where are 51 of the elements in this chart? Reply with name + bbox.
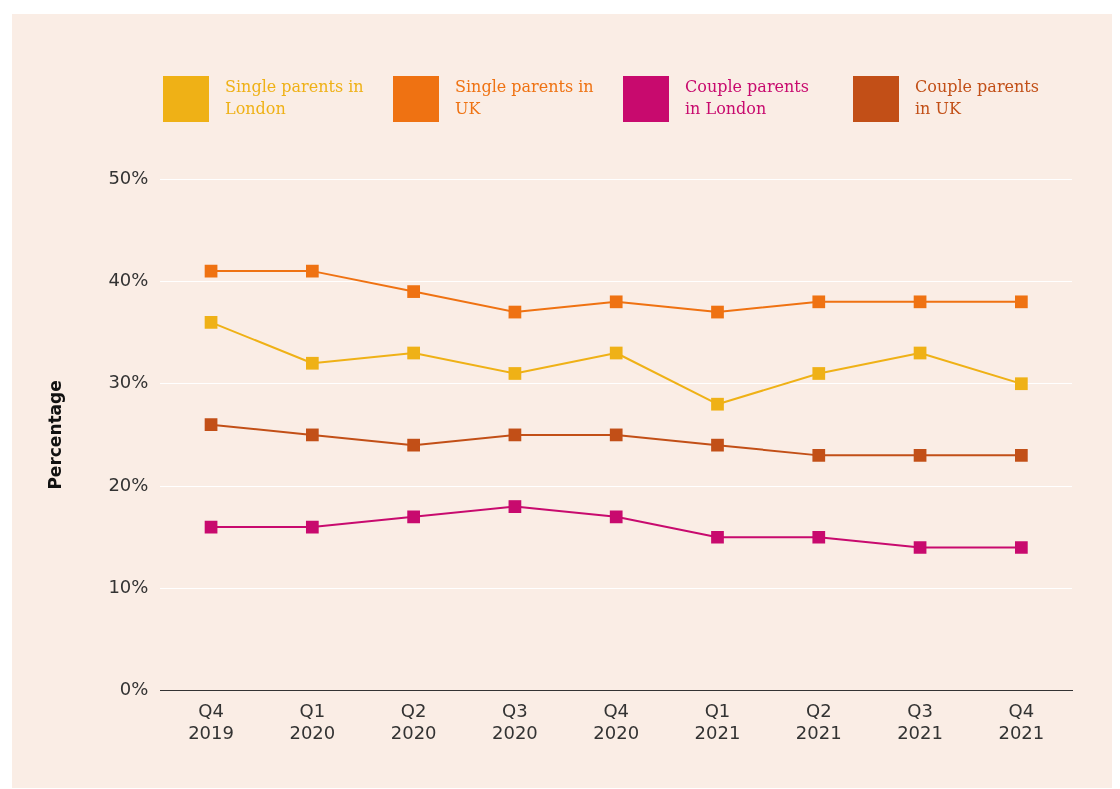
point [508,500,522,513]
y-tick-label: 30% [108,371,149,393]
y-tick-label: 40% [108,269,149,291]
point [407,346,420,360]
point [204,315,218,329]
point [1014,295,1028,309]
point [812,295,826,309]
text: Single parents in UK [455,77,594,119]
point [1014,377,1028,391]
point [711,438,724,452]
x-tick-label: Q3 2021 [897,700,943,743]
point [812,367,826,380]
point [407,438,420,452]
x-tick-label: Q1 2020 [289,700,336,743]
x-tick-label: Q2 2020 [390,700,437,743]
point [204,418,218,432]
point [305,520,319,534]
point [812,449,826,462]
text: Couple parents in UK [915,77,1039,119]
point [609,295,623,309]
point [305,428,319,442]
point [407,285,420,298]
x-tick-label: Q3 2020 [492,700,538,743]
y-tick-label: 50% [108,166,149,188]
x-tick-label: Q4 2019 [188,700,234,743]
point [1014,449,1028,462]
y-axis-title: Percentage [44,380,65,490]
x-tick-label: Q4 2021 [998,700,1045,743]
y-tick-label: 10% [108,576,149,598]
point [711,530,724,544]
text: Single parents in London [225,77,364,119]
point [913,541,927,554]
x-tick-label: Q1 2021 [694,700,741,743]
point [305,356,319,370]
point [609,510,623,524]
point [913,295,927,309]
point [812,530,826,544]
point [913,449,927,462]
x-tick-label: Q4 2020 [593,700,640,743]
y-tick-label: 0% [119,678,149,700]
point [1014,541,1028,554]
text: Couple parents in London [685,77,809,119]
x-tick-label: Q2 2021 [795,700,842,743]
y-tick-label: 20% [108,473,149,495]
point [407,510,420,524]
point [508,367,522,380]
point [711,397,724,411]
point [305,264,319,278]
point [609,346,623,360]
point [609,428,623,442]
point [711,305,724,319]
